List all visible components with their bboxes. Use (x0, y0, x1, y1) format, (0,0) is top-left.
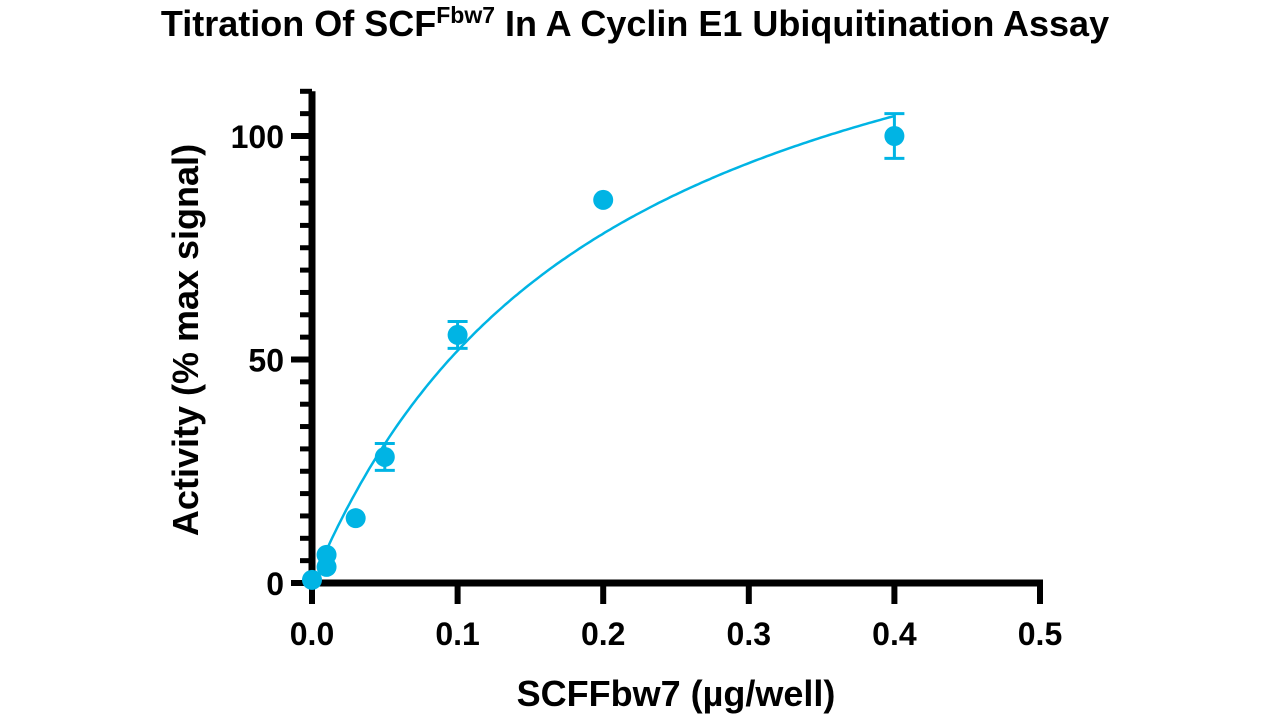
y-tick-label: 0 (266, 566, 284, 602)
x-tick-label: 0.0 (290, 616, 334, 652)
data-point (302, 569, 322, 590)
data-point (884, 126, 905, 146)
data-points (302, 112, 905, 590)
x-tick-label: 0.4 (872, 616, 917, 652)
fit-curve-group (325, 114, 895, 551)
x-axis-label: SCFFbw7 (µg/well) (517, 673, 836, 714)
y-tick-label: 50 (248, 343, 284, 379)
data-point (593, 189, 614, 210)
x-tick-label: 0.5 (1018, 616, 1062, 652)
y-axis-label: Activity (% max signal) (165, 144, 206, 536)
x-tick-label: 0.3 (727, 616, 771, 652)
fit-curve (325, 114, 895, 551)
data-point (447, 324, 468, 345)
data-point (374, 446, 395, 467)
y-tick-label: 100 (231, 119, 284, 155)
data-point (316, 544, 337, 565)
x-tick-label: 0.2 (581, 616, 625, 652)
x-tick-label: 0.1 (435, 616, 479, 652)
data-point (345, 508, 366, 529)
chart-title: Titration Of SCFFbw7 In A Cyclin E1 Ubiq… (161, 2, 1109, 44)
axes: 0 50 100 0.0 0.1 0.2 0.3 0.4 0.5 (231, 88, 1062, 652)
